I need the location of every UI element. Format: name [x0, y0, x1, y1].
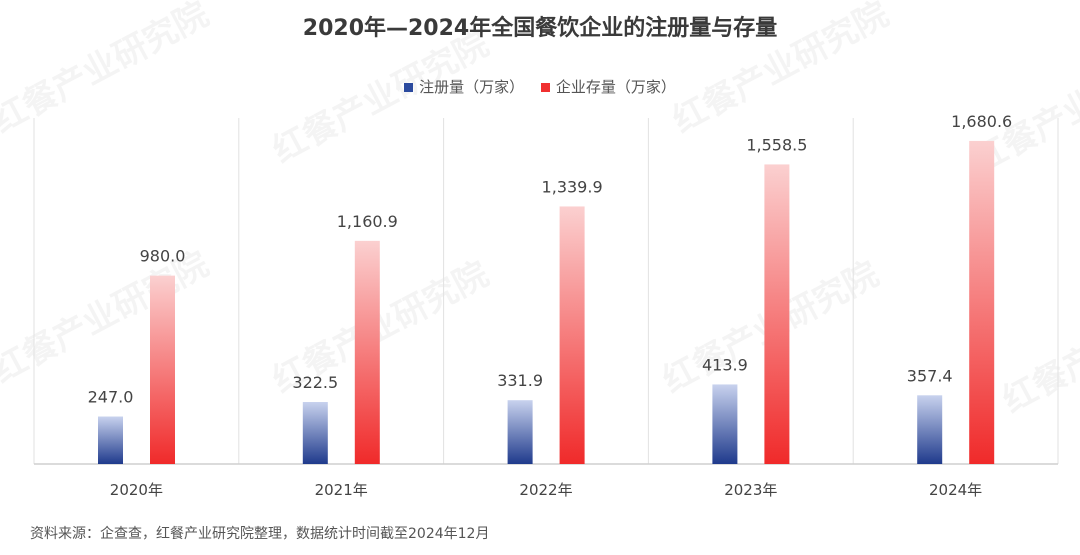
data-label: 322.5	[292, 373, 338, 392]
x-tick-label: 2024年	[929, 481, 982, 499]
x-tick-label: 2023年	[724, 481, 777, 499]
data-label: 331.9	[497, 371, 543, 390]
bar-stock	[150, 275, 175, 464]
bar-stock	[969, 140, 995, 464]
x-tick-label: 2022年	[519, 481, 572, 499]
legend-item-registrations: 注册量（万家）	[404, 78, 524, 96]
data-label: 357.4	[907, 366, 953, 385]
x-tick-label: 2020年	[110, 481, 163, 499]
chart-title: 2020年—2024年全国餐饮企业的注册量与存量	[302, 16, 778, 41]
legend-label: 企业存量（万家）	[555, 78, 676, 96]
legend-swatch	[540, 83, 550, 92]
data-label: 1,558.5	[746, 135, 807, 154]
bar-registrations	[917, 395, 943, 464]
data-label: 1,339.9	[542, 177, 603, 196]
data-label: 413.9	[702, 355, 748, 374]
bar-registrations	[507, 400, 533, 464]
bar-registrations	[712, 384, 738, 464]
legend-item-stock: 企业存量（万家）	[540, 78, 676, 96]
legend-label: 注册量（万家）	[419, 78, 525, 96]
data-label: 1,680.6	[951, 112, 1012, 131]
bar-stock	[354, 240, 380, 464]
legend-swatch	[404, 83, 414, 92]
data-label: 1,160.9	[337, 212, 398, 231]
bar-stock	[764, 164, 790, 464]
bar-registrations	[302, 402, 328, 464]
legend: 注册量（万家） 企业存量（万家）	[0, 76, 1080, 97]
bar-registrations	[98, 416, 123, 464]
data-label: 980.0	[140, 247, 186, 266]
bar-stock	[559, 206, 585, 464]
data-label: 247.0	[88, 388, 134, 407]
source-note: 资料来源：企查查，红餐产业研究院整理，数据统计时间截至2024年12月	[30, 526, 490, 542]
x-tick-label: 2021年	[315, 481, 368, 499]
